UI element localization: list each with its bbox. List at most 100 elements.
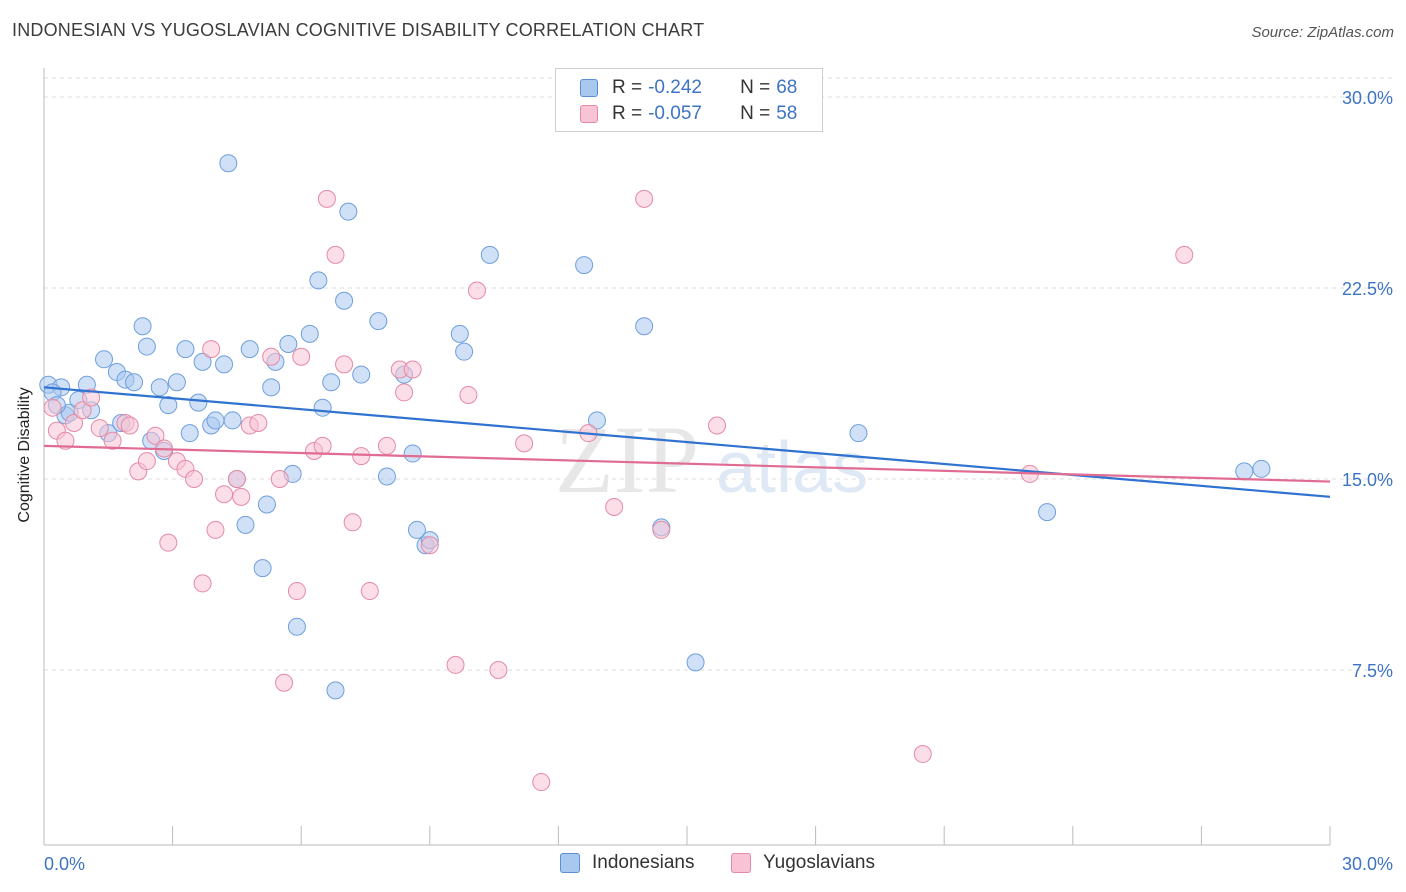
trend-lines <box>43 386 1331 498</box>
data-point <box>335 291 354 310</box>
yugoslavians-points <box>43 189 1194 792</box>
data-point <box>326 245 345 264</box>
data-point <box>420 536 439 555</box>
data-point <box>326 681 345 700</box>
series-legend: Indonesians Yugoslavians <box>0 852 1406 878</box>
data-point <box>446 655 465 674</box>
data-point <box>532 773 551 792</box>
legend-item-indonesians[interactable]: Indonesians <box>560 852 694 874</box>
data-point <box>125 373 144 392</box>
data-point <box>206 411 225 430</box>
data-point <box>73 401 92 420</box>
data-point <box>56 431 75 450</box>
tick-labels: 7.5% 15.0% 22.5% 30.0% 0.0% 30.0% <box>44 88 1393 874</box>
data-point <box>360 582 379 601</box>
n-label: N = <box>740 77 771 98</box>
data-point <box>339 202 358 221</box>
r-value: -0.242 <box>648 77 702 98</box>
data-point <box>257 495 276 514</box>
data-point <box>708 416 727 435</box>
x-tick-label: 30.0% <box>1342 854 1393 874</box>
data-point <box>150 378 169 397</box>
data-point <box>335 355 354 374</box>
data-point <box>913 745 932 764</box>
data-point <box>240 340 259 359</box>
indonesians-swatch <box>580 79 598 97</box>
data-point <box>202 340 221 359</box>
data-point <box>287 617 306 636</box>
stats-row-yugoslavians: R = -0.057 N = 58 <box>580 103 797 125</box>
legend-label: Indonesians <box>592 852 695 873</box>
data-point <box>232 487 251 506</box>
y-tick-label: 15.0% <box>1342 470 1393 490</box>
x-tick-label: 0.0% <box>44 854 85 874</box>
chart-title: INDONESIAN VS YUGOSLAVIAN COGNITIVE DISA… <box>12 20 705 40</box>
data-point <box>292 347 311 366</box>
data-point <box>459 385 478 404</box>
data-point <box>455 342 474 361</box>
data-point <box>193 574 212 593</box>
legend-item-yugoslavians[interactable]: Yugoslavians <box>731 852 875 874</box>
data-point <box>180 424 199 443</box>
data-point <box>403 444 422 463</box>
data-point <box>167 373 186 392</box>
data-point <box>159 533 178 552</box>
data-point <box>103 431 122 450</box>
indonesians-swatch <box>560 853 580 873</box>
data-point <box>287 582 306 601</box>
data-point <box>185 470 204 488</box>
data-point <box>279 335 298 354</box>
data-point <box>253 559 272 578</box>
data-point <box>215 485 234 504</box>
data-point <box>137 337 156 356</box>
axes <box>43 68 1331 846</box>
data-point <box>450 324 469 343</box>
data-point <box>1175 245 1194 264</box>
data-point <box>309 271 328 290</box>
data-point <box>1252 459 1271 478</box>
data-point <box>176 340 195 359</box>
data-point <box>95 350 114 369</box>
r-label: R = <box>612 103 643 124</box>
data-point <box>407 520 426 539</box>
data-point <box>322 373 341 392</box>
watermark-zip: ZIP <box>555 406 699 513</box>
data-point <box>236 515 255 534</box>
y-axis-label: Cognitive Disability <box>16 387 33 523</box>
data-point <box>193 352 212 371</box>
r-label: R = <box>612 77 643 98</box>
data-point <box>65 413 84 432</box>
data-point <box>317 189 336 208</box>
data-point <box>262 378 281 397</box>
data-point <box>686 653 705 672</box>
data-point <box>377 467 396 486</box>
yugoslavians-trend-line <box>43 444 1331 483</box>
data-point <box>206 520 225 539</box>
watermark: ZIP atlas <box>555 406 868 513</box>
data-point <box>395 383 414 402</box>
data-point <box>133 317 152 336</box>
data-point <box>480 245 499 264</box>
n-label: N = <box>740 103 771 124</box>
data-point <box>137 452 156 471</box>
data-point <box>635 189 654 208</box>
data-point <box>1235 462 1254 481</box>
data-points <box>39 154 1271 792</box>
data-point <box>275 673 294 692</box>
y-tick-label: 7.5% <box>1352 661 1393 681</box>
data-point <box>313 436 332 455</box>
n-value: 68 <box>776 77 798 98</box>
data-point <box>262 347 281 366</box>
data-point <box>343 513 362 532</box>
data-point <box>403 360 422 379</box>
data-point <box>587 411 606 430</box>
data-point <box>270 470 289 488</box>
data-point <box>352 365 371 384</box>
data-point <box>300 324 319 343</box>
stats-legend: R = -0.242 N = 68 R = -0.057 N = 58 <box>555 68 823 132</box>
data-point <box>635 317 654 336</box>
data-point <box>219 154 238 173</box>
data-point <box>1038 503 1057 522</box>
data-point <box>215 355 234 374</box>
